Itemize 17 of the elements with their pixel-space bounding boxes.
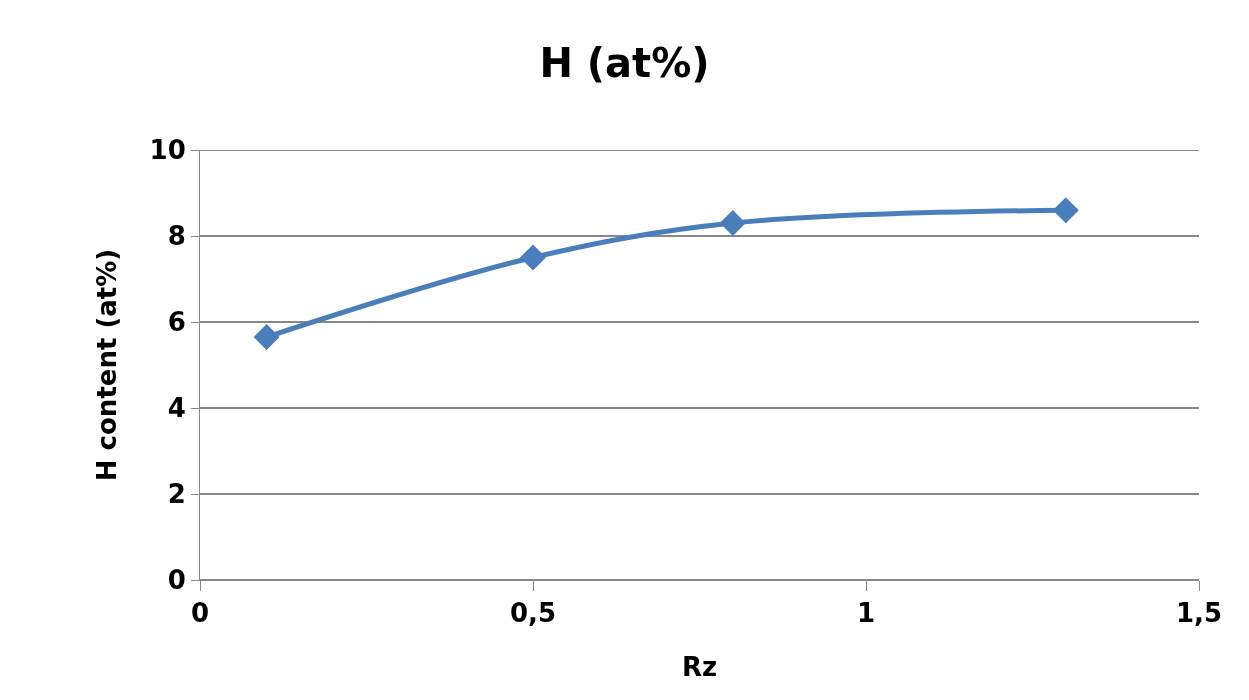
y-tick-label: 2 xyxy=(167,479,186,510)
x-tick-label: 1,5 xyxy=(1175,598,1223,629)
chart-title: H (at%) xyxy=(539,40,710,86)
y-tick-label: 8 xyxy=(167,221,186,252)
x-tick-label: 0 xyxy=(190,598,210,629)
y-tick-label: 0 xyxy=(167,565,186,596)
y-axis-title: H content (at%) xyxy=(92,248,123,482)
point xyxy=(719,210,746,237)
x-tick-label: 1 xyxy=(856,598,876,629)
y-tick-label: 10 xyxy=(149,135,186,166)
point xyxy=(1052,197,1079,224)
y-tick-label: 4 xyxy=(167,393,186,424)
x-axis-title: Rz xyxy=(681,651,718,682)
x-tick-label: 0,5 xyxy=(509,598,557,629)
y-tick-label: 6 xyxy=(167,307,186,338)
point xyxy=(253,324,280,351)
point xyxy=(520,244,546,271)
